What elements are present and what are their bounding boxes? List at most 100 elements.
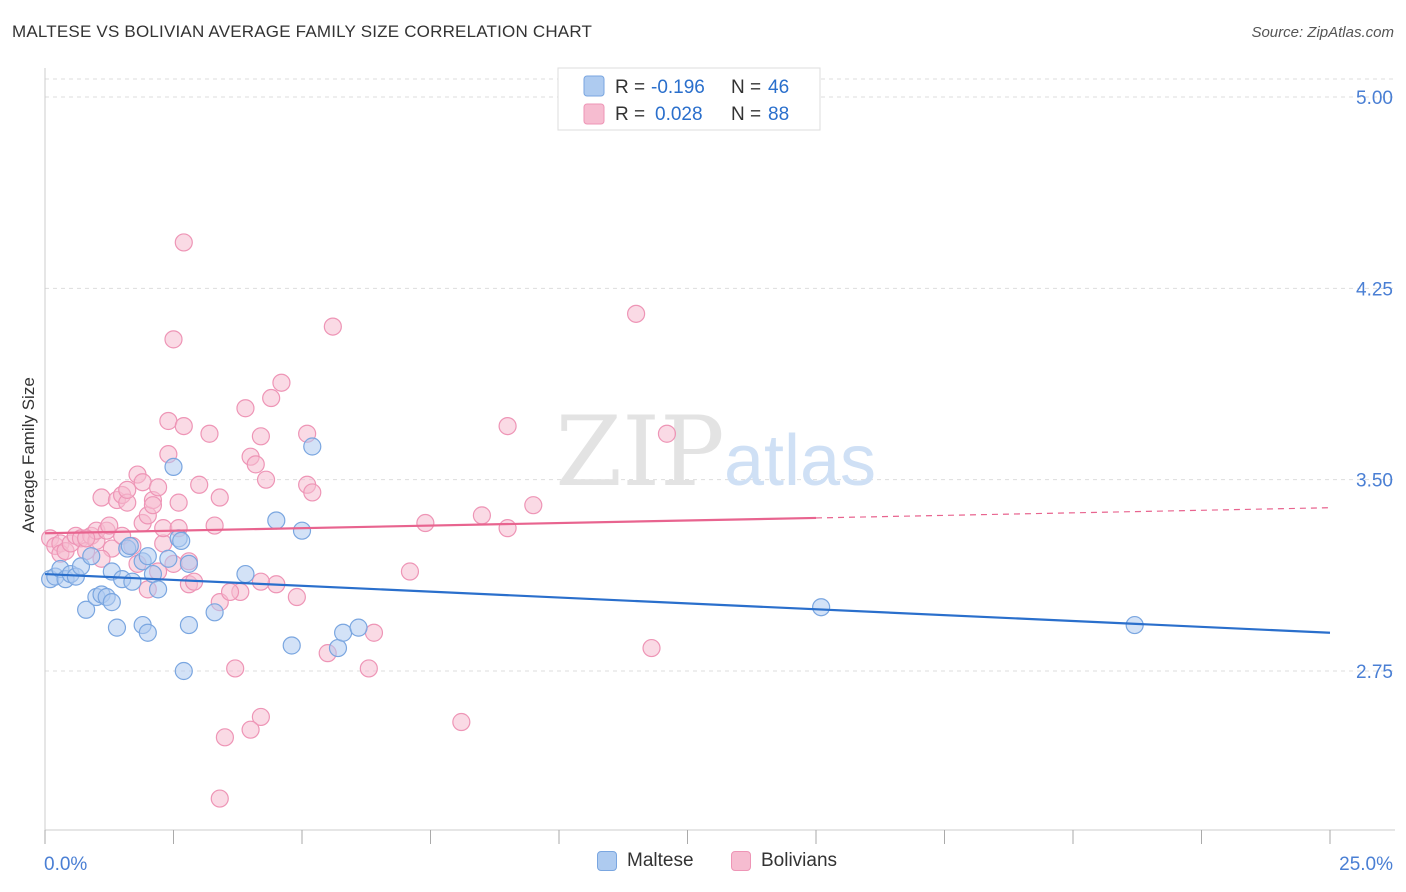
bolivian-point — [100, 516, 119, 535]
axes: 2.75 3.50 4.25 5.00 0.0% 25.0% — [44, 68, 1395, 875]
legend-item-bolivians[interactable]: Bolivians — [731, 850, 837, 872]
bolivian-point — [226, 659, 245, 678]
maltese-point — [107, 618, 127, 637]
watermark-zip: ZIP — [555, 396, 724, 508]
bolivian-r-label: R = — [615, 104, 645, 125]
maltese-n-label: N = — [731, 77, 761, 98]
maltese-point — [267, 511, 286, 530]
bolivian-point — [657, 424, 677, 443]
maltese-point — [334, 623, 353, 642]
bolivian-point — [251, 572, 270, 591]
maltese-point — [159, 549, 178, 568]
bolivian-point — [359, 659, 378, 678]
data-points — [41, 233, 1144, 808]
bolivian-point — [190, 475, 209, 494]
maltese-point — [102, 593, 121, 612]
maltese-legend-swatch — [583, 75, 605, 97]
maltese-point — [179, 615, 199, 635]
bolivian-point — [210, 488, 229, 507]
maltese-point — [138, 547, 157, 566]
maltese-point — [282, 636, 301, 655]
maltese-point — [179, 554, 199, 573]
maltese-r-value: -0.196 — [651, 77, 705, 98]
bolivian-trend-line — [44, 516, 817, 535]
legend-item-maltese[interactable]: Maltese — [597, 850, 694, 872]
bolivian-point — [642, 638, 661, 658]
bolivian-point — [148, 478, 168, 497]
bolivian-point — [236, 399, 255, 418]
bolivian-point — [118, 480, 137, 499]
bolivian-n-value: 88 — [768, 104, 789, 125]
bolivian-point — [154, 534, 173, 553]
bolivian-swatch — [731, 851, 751, 871]
maltese-point — [349, 618, 368, 637]
maltese-swatch — [597, 851, 617, 871]
maltese-point — [148, 580, 168, 599]
maltese-point — [164, 457, 183, 477]
bolivian-n-label: N = — [731, 104, 761, 125]
bolivian-point — [452, 712, 471, 732]
maltese-point — [303, 437, 322, 456]
bolivian-point — [210, 789, 229, 808]
bolivian-point — [364, 623, 384, 642]
x-tick-label-max: 25.0% — [1339, 854, 1393, 875]
bolivian-point — [133, 473, 152, 492]
maltese-point — [120, 536, 139, 556]
bolivian-point — [200, 424, 219, 443]
bolivian-point — [472, 506, 491, 525]
bolivian-point — [256, 470, 276, 489]
maltese-point — [172, 531, 191, 550]
maltese-point — [236, 564, 255, 584]
bolivian-point — [174, 233, 193, 252]
maltese-point — [123, 572, 142, 591]
trend-lines — [44, 507, 1331, 634]
bolivian-point — [626, 304, 646, 323]
bolivian-point — [400, 562, 420, 581]
bolivian-point — [416, 513, 435, 533]
bolivian-point — [205, 516, 224, 535]
bolivian-trend-extension — [815, 507, 1331, 519]
bolivian-point — [159, 411, 178, 431]
bolivian-point — [92, 488, 111, 507]
legend-label-bolivians: Bolivians — [761, 850, 838, 871]
watermark-atlas: atlas — [724, 421, 876, 501]
y-tick-label: 4.25 — [1356, 279, 1393, 300]
bolivian-point — [524, 496, 543, 515]
bolivian-point — [143, 496, 163, 515]
bolivian-point — [241, 720, 260, 739]
bolivian-r-value: 0.028 — [655, 104, 703, 125]
bolivian-point — [220, 582, 240, 602]
maltese-point — [82, 547, 101, 566]
bolivian-point — [77, 529, 96, 548]
bolivian-point — [498, 416, 517, 436]
bolivian-legend-swatch — [583, 103, 605, 125]
bolivian-point — [164, 330, 183, 349]
bolivian-point — [154, 519, 173, 538]
maltese-point — [174, 661, 193, 681]
source-label: Source: ZipAtlas.com — [1251, 24, 1394, 41]
maltese-point — [292, 521, 312, 540]
bottom-legend: Maltese Bolivians — [0, 850, 1406, 880]
y-tick-label: 5.00 — [1356, 88, 1393, 109]
stats-legend: R = -0.196 N = 46 R = 0.028 N = 88 — [557, 67, 821, 131]
maltese-trend-line — [44, 572, 1331, 634]
maltese-point — [205, 603, 224, 622]
y-axis-title: Average Family Size — [19, 377, 38, 533]
bolivian-point — [251, 707, 270, 727]
maltese-n-value: 46 — [768, 77, 789, 98]
maltese-point — [138, 623, 157, 642]
y-tick-label: 2.75 — [1356, 662, 1393, 683]
watermark: ZIP atlas — [555, 396, 876, 508]
bolivian-point — [246, 455, 265, 474]
bolivian-point — [174, 416, 193, 436]
maltese-point — [77, 600, 96, 619]
bolivian-point — [287, 587, 306, 607]
bolivian-point — [498, 519, 517, 538]
bolivian-point — [215, 728, 234, 747]
bolivian-point — [272, 373, 291, 392]
x-tick-label-min: 0.0% — [44, 854, 87, 875]
maltese-r-label: R = — [615, 77, 645, 98]
bolivian-point — [303, 483, 322, 502]
maltese-point — [328, 638, 348, 658]
bolivian-point — [251, 427, 270, 446]
